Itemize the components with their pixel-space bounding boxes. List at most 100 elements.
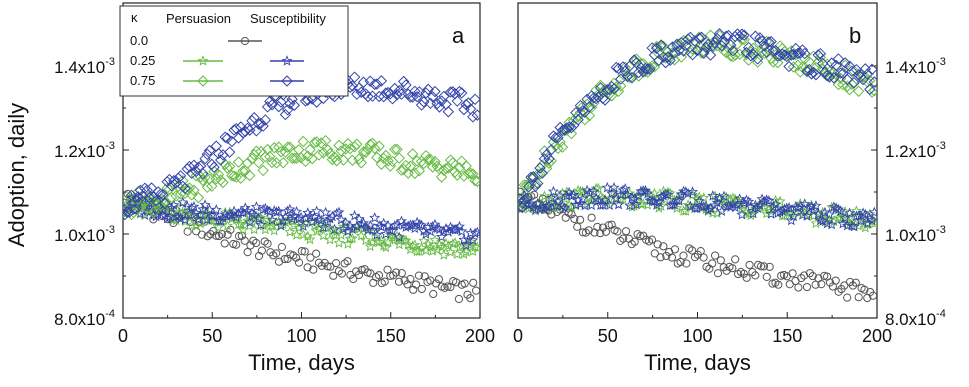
data-point — [123, 205, 131, 217]
data-point — [217, 176, 229, 189]
series-persuasion-k075 — [123, 134, 480, 221]
data-point — [324, 213, 336, 224]
data-point — [866, 63, 877, 76]
data-point — [317, 221, 329, 233]
data-point — [707, 190, 719, 201]
data-point — [613, 198, 625, 210]
data-point — [639, 62, 652, 75]
data-point — [754, 199, 766, 210]
data-point — [622, 189, 633, 200]
data-point — [384, 160, 397, 172]
data-point — [375, 75, 388, 87]
data-point — [253, 213, 265, 224]
data-point — [800, 271, 809, 280]
data-point — [220, 239, 229, 248]
data-point — [246, 241, 255, 250]
data-point — [765, 262, 774, 271]
data-point — [273, 141, 285, 153]
data-point — [668, 47, 681, 59]
data-point — [610, 81, 622, 93]
data-point — [716, 256, 725, 265]
data-point — [373, 140, 385, 152]
data-point — [329, 271, 338, 280]
data-point — [559, 193, 571, 204]
data-point — [673, 44, 685, 56]
data-point — [606, 187, 618, 199]
data-point — [440, 162, 452, 175]
data-point — [242, 205, 253, 216]
data-point — [354, 270, 364, 280]
data-point — [313, 149, 325, 161]
x-tick-label: 0 — [513, 326, 523, 346]
data-point — [357, 76, 370, 88]
data-point — [467, 111, 479, 123]
data-point — [785, 49, 797, 61]
data-point — [538, 203, 550, 215]
data-point — [393, 152, 405, 164]
data-point — [598, 223, 608, 232]
data-point — [392, 268, 401, 277]
data-point — [252, 238, 261, 248]
data-point — [203, 144, 216, 157]
data-point — [592, 91, 605, 103]
series-baseline-k0 — [123, 189, 480, 304]
data-point — [263, 239, 272, 248]
data-point — [255, 219, 267, 230]
data-point — [199, 199, 211, 210]
data-point — [332, 259, 341, 268]
data-point — [830, 59, 842, 72]
data-point — [734, 193, 746, 204]
data-point — [716, 40, 728, 52]
data-point — [587, 213, 596, 222]
data-point — [277, 242, 286, 252]
data-point — [837, 218, 849, 229]
data-point — [635, 62, 647, 74]
data-point — [529, 180, 542, 192]
data-point — [210, 173, 222, 185]
panel-label: b — [849, 23, 861, 48]
data-point — [868, 206, 877, 218]
data-point — [471, 175, 480, 188]
data-point — [642, 187, 654, 199]
data-point — [422, 221, 434, 232]
data-point — [364, 219, 376, 231]
data-point — [268, 142, 280, 154]
data-points — [518, 28, 877, 303]
data-point — [684, 31, 697, 44]
data-point — [150, 195, 162, 207]
data-point — [458, 248, 470, 259]
data-point — [409, 167, 421, 180]
data-point — [397, 75, 410, 88]
data-point — [284, 141, 296, 153]
data-point — [143, 192, 156, 204]
data-point — [183, 160, 196, 173]
data-point — [360, 146, 372, 158]
data-point — [322, 216, 334, 227]
data-point — [823, 208, 835, 220]
data-point — [639, 184, 651, 196]
data-point — [763, 36, 775, 48]
data-point — [409, 85, 421, 98]
data-point — [543, 153, 555, 165]
data-point — [334, 267, 344, 276]
legend-header-susceptibility: Susceptibility — [250, 11, 326, 26]
data-point — [328, 151, 341, 163]
data-point — [371, 229, 383, 240]
data-point — [747, 207, 759, 219]
legend-marker-baseline — [240, 36, 250, 46]
data-point — [767, 201, 779, 212]
data-point — [212, 168, 225, 181]
data-point — [416, 242, 428, 253]
data-point — [429, 234, 441, 245]
data-point — [802, 282, 812, 292]
data-point — [671, 38, 683, 51]
data-point — [188, 200, 200, 212]
data-point — [179, 215, 191, 227]
legend-samples — [183, 36, 304, 87]
data-point — [417, 284, 426, 294]
data-point — [453, 85, 466, 98]
legend-header-kappa: κ — [131, 10, 138, 25]
data-point — [355, 230, 367, 241]
data-point — [166, 206, 178, 217]
